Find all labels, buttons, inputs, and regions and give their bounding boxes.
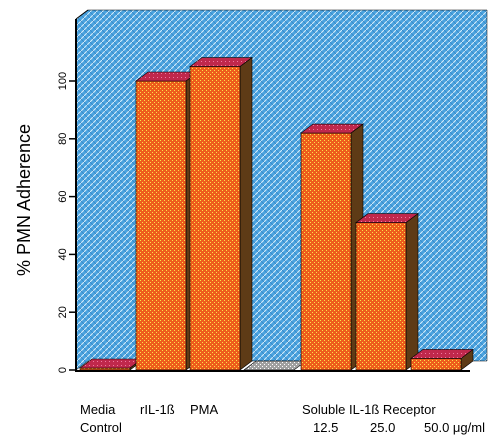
bar-front [355, 222, 407, 371]
media-label-line1: Media [80, 402, 116, 417]
bar [355, 213, 419, 371]
pma-label: PMA [190, 402, 219, 417]
y-tick-label: 100 [57, 72, 69, 90]
bar-top [410, 349, 474, 359]
bar-top [300, 123, 364, 134]
y-ticks: 0 20 40 60 80 100 [57, 72, 76, 373]
bar-front [189, 66, 241, 371]
bar-side [405, 213, 419, 371]
dose-label-12-5: 12.5 [313, 420, 338, 435]
bar [135, 71, 199, 371]
bar [410, 348, 474, 371]
bar-front [410, 358, 462, 371]
bar [189, 56, 253, 371]
y-tick-label: 20 [57, 306, 69, 318]
y-tick-label: 80 [57, 133, 69, 145]
bar-front [135, 80, 187, 371]
bar [300, 123, 364, 371]
bar-side [239, 56, 253, 371]
dose-label-25-0: 25.0 [370, 420, 395, 435]
bar [243, 360, 307, 371]
bars [79, 56, 474, 371]
bar-front [300, 132, 352, 371]
receptor-label: Soluble IL-1ß Receptor [302, 402, 436, 417]
ril-label: rIL-1ß [140, 402, 175, 417]
y-tick-label: 60 [57, 190, 69, 202]
y-tick-label: 0 [57, 367, 69, 373]
y-tick-label: 40 [57, 248, 69, 260]
dose-label-50-0: 50.0 μg/ml [424, 420, 485, 435]
y-axis-label: % PMN Adherence [14, 124, 34, 276]
bar-empty-top [243, 360, 307, 371]
y-axis-top [75, 9, 89, 20]
bar-top [189, 57, 253, 67]
media-label-line2: Control [80, 420, 122, 435]
x-labels: Media Control rIL-1ß PMA Soluble IL-1ß R… [80, 402, 485, 435]
bar-top [355, 213, 419, 223]
